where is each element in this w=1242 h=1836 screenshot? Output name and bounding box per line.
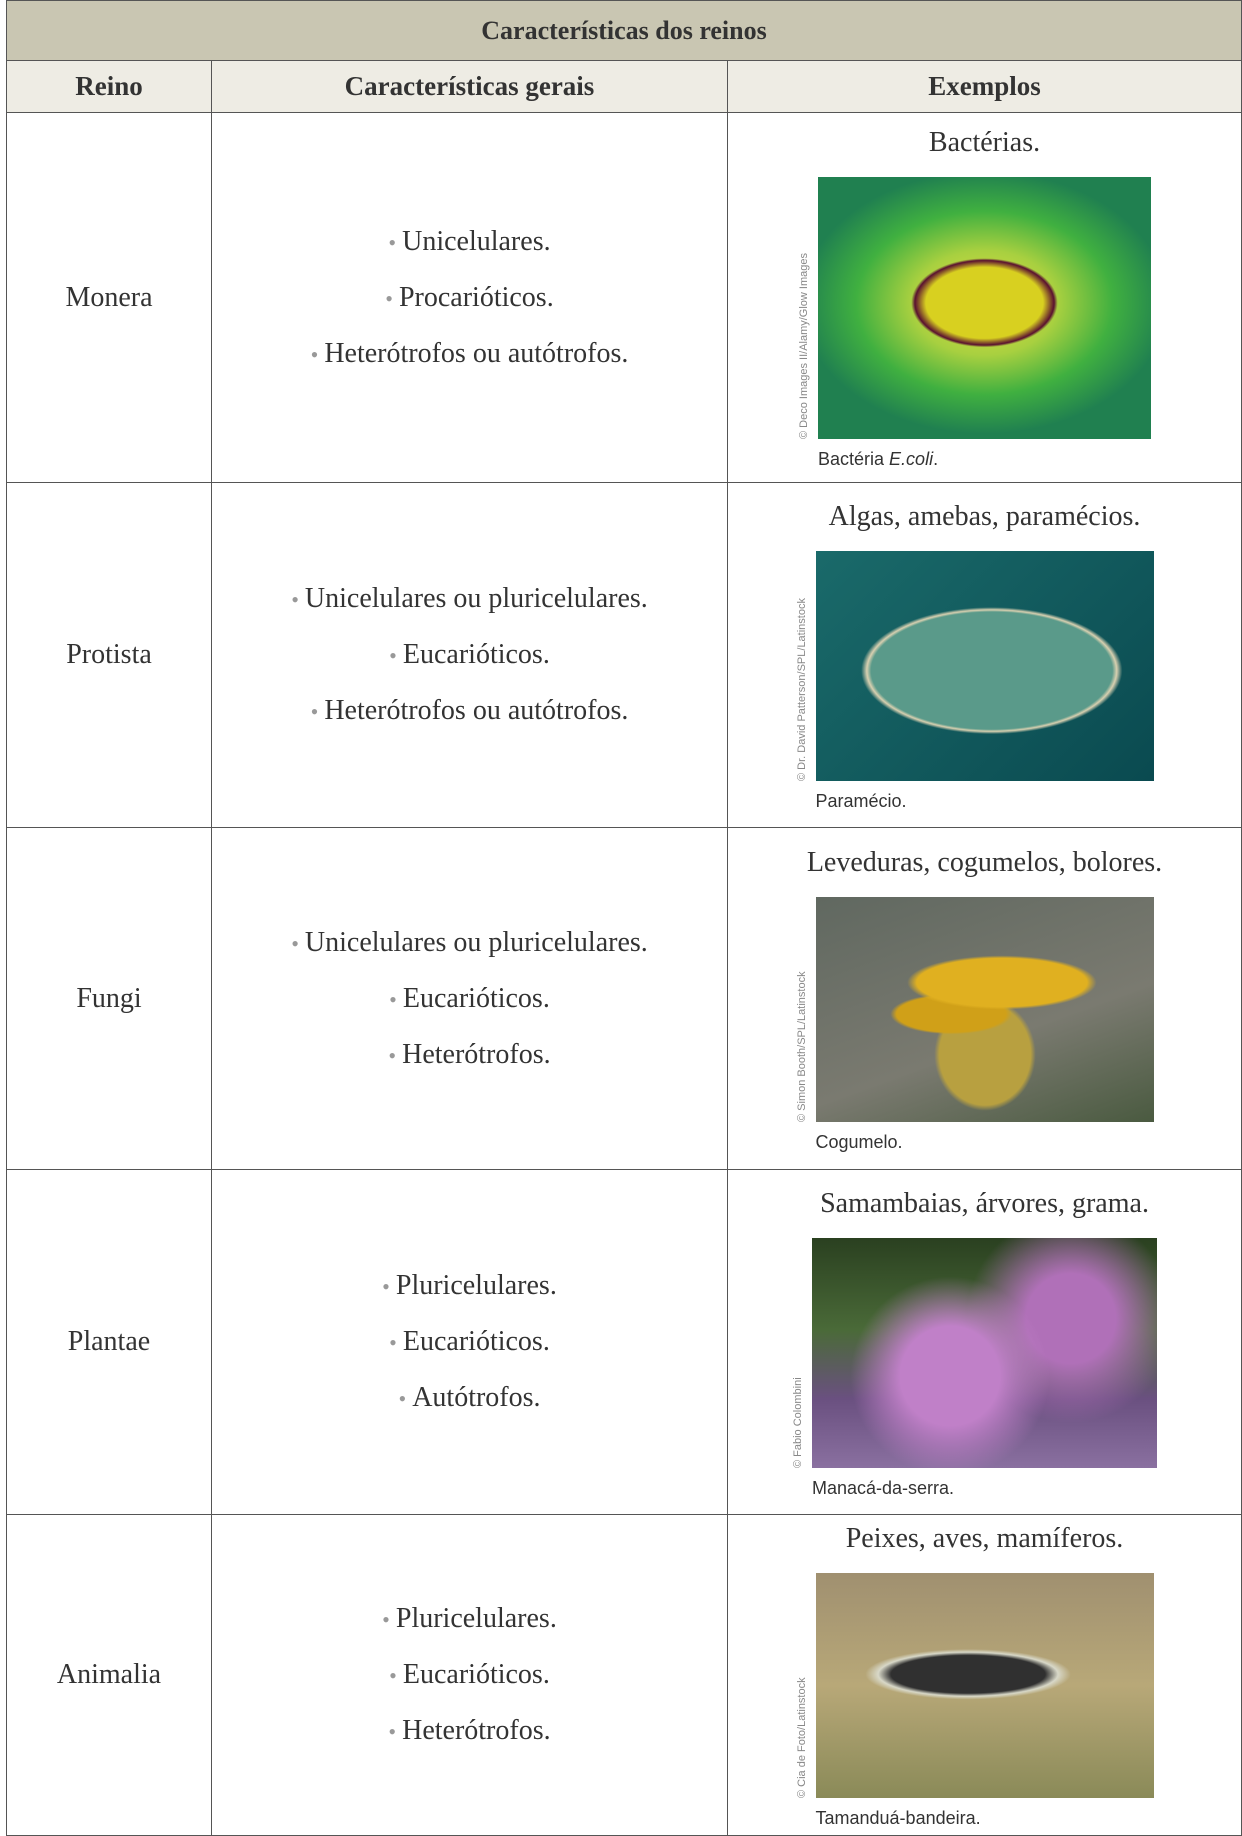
examples-cell: Bactérias. © Deco Images II/Alamy/Glow Im… [726,112,1242,483]
example-photo: © Simon Booth/SPL/Latinstock [796,896,1154,1122]
examples-text: Bactérias. [928,127,1041,158]
examples-text: Leveduras, cogumelos, bolores. [806,846,1163,878]
examples-text: Peixes, aves, mamíferos. [845,1523,1124,1554]
photo-credit: © Cia de Foto/Latinstock [795,1677,808,1798]
table-title: Características dos reinos [5,0,1242,61]
caption-part: Tamanduá-bandeira. [815,1808,981,1828]
feature-item: Procarióticos. [212,270,727,326]
caption-part: . [933,449,939,469]
feature-item: Eucarióticos. [212,1647,727,1703]
example-photo: © Cia de Foto/Latinstock [796,1573,1154,1798]
features-cell: Unicelulares ou pluricelulares.Eucarióti… [211,827,728,1170]
table-row: AnimaliaPluricelulares.Eucarióticos.Hete… [6,1514,1242,1836]
examples-cell: Algas, amebas, paramécios. © Dr. David Pa… [726,482,1242,828]
feature-item: Unicelulares. [212,214,727,270]
photo-caption: Bactéria E.coli. [818,449,1151,470]
feature-item: Eucarióticos. [212,627,727,683]
photo-caption: Cogumelo. [816,1132,1154,1153]
kingdom-name: Plantae [6,1169,212,1515]
kingdoms-table: Características dos reinos Reino Caracte… [5,0,1242,1836]
feature-item: Pluricelulares. [212,1591,727,1647]
photo-credit: © Dr. David Patterson/SPL/Latinstock [795,597,808,781]
photo-image [812,1237,1157,1468]
table-row: PlantaePluricelulares.Eucarióticos.Autót… [6,1169,1242,1515]
header-cell: Reino [6,60,212,113]
features-cell: Pluricelulares.Eucarióticos.Autótrofos. [211,1169,728,1515]
feature-item: Unicelulares ou pluricelulares. [212,571,727,627]
caption-part: Manacá-da-serra. [812,1477,955,1498]
feature-item: Autótrofos. [212,1370,727,1426]
examples-text: Samambaias, árvores, grama. [820,1187,1149,1219]
example-photo: © Fabio Colombini [792,1237,1157,1468]
examples-text: Algas, amebas, paramécios. [828,500,1141,532]
photo-caption: Tamanduá-bandeira. [816,1808,1154,1829]
feature-item: Heterótrofos. [212,1703,727,1759]
feature-item: Pluricelulares. [212,1258,727,1314]
photo-image [815,1573,1154,1798]
photo-credit: © Fabio Colombini [792,1376,804,1468]
examples-cell: Leveduras, cogumelos, bolores. © Simon Bo… [726,827,1242,1170]
photo-caption: Paramécio. [816,791,1154,812]
feature-item: Eucarióticos. [212,1314,727,1370]
features-cell: Pluricelulares.Eucarióticos.Heterótrofos… [211,1514,728,1836]
feature-item: Heterótrofos. [212,1027,727,1083]
header-cell: Características gerais [211,60,728,113]
header-cell: Exemplos [726,60,1242,113]
feature-item: Heterótrofos ou autótrofos. [212,683,727,739]
photo-image [815,896,1154,1122]
feature-item: Unicelulares ou pluricelulares. [212,915,727,971]
features-cell: Unicelulares.Procarióticos.Heterótrofos … [211,112,728,483]
photo-caption: Manacá-da-serra. [812,1478,1157,1499]
kingdom-name: Fungi [6,827,212,1170]
kingdom-name: Protista [6,482,212,828]
table-row: FungiUnicelulares ou pluricelulares.Euca… [6,827,1242,1170]
kingdom-name: Monera [6,112,212,483]
example-photo: © Deco Images II/Alamy/Glow Images [798,177,1151,439]
caption-part: Cogumelo. [815,1131,903,1152]
table-row: ProtistaUnicelulares ou pluricelulares.E… [6,482,1242,828]
photo-image [815,550,1154,781]
example-photo: © Dr. David Patterson/SPL/Latinstock [796,550,1154,781]
caption-part: Paramécio. [815,790,907,811]
examples-cell: Peixes, aves, mamíferos. © Cia de Foto/La… [726,1514,1242,1836]
caption-part: Bactéria [818,449,885,469]
kingdom-name: Animalia [6,1514,212,1836]
table-row: MoneraUnicelulares.Procarióticos.Heterót… [6,112,1242,483]
photo-credit: © Simon Booth/SPL/Latinstock [795,970,808,1122]
features-cell: Unicelulares ou pluricelulares.Eucarióti… [211,482,728,828]
examples-cell: Samambaias, árvores, grama. © Fabio Colom… [726,1169,1242,1515]
caption-part: E.coli [889,449,934,469]
photo-image [818,177,1151,439]
photo-credit: © Deco Images II/Alamy/Glow Images [798,252,810,439]
feature-item: Eucarióticos. [212,971,727,1027]
feature-item: Heterótrofos ou autótrofos. [212,326,727,382]
